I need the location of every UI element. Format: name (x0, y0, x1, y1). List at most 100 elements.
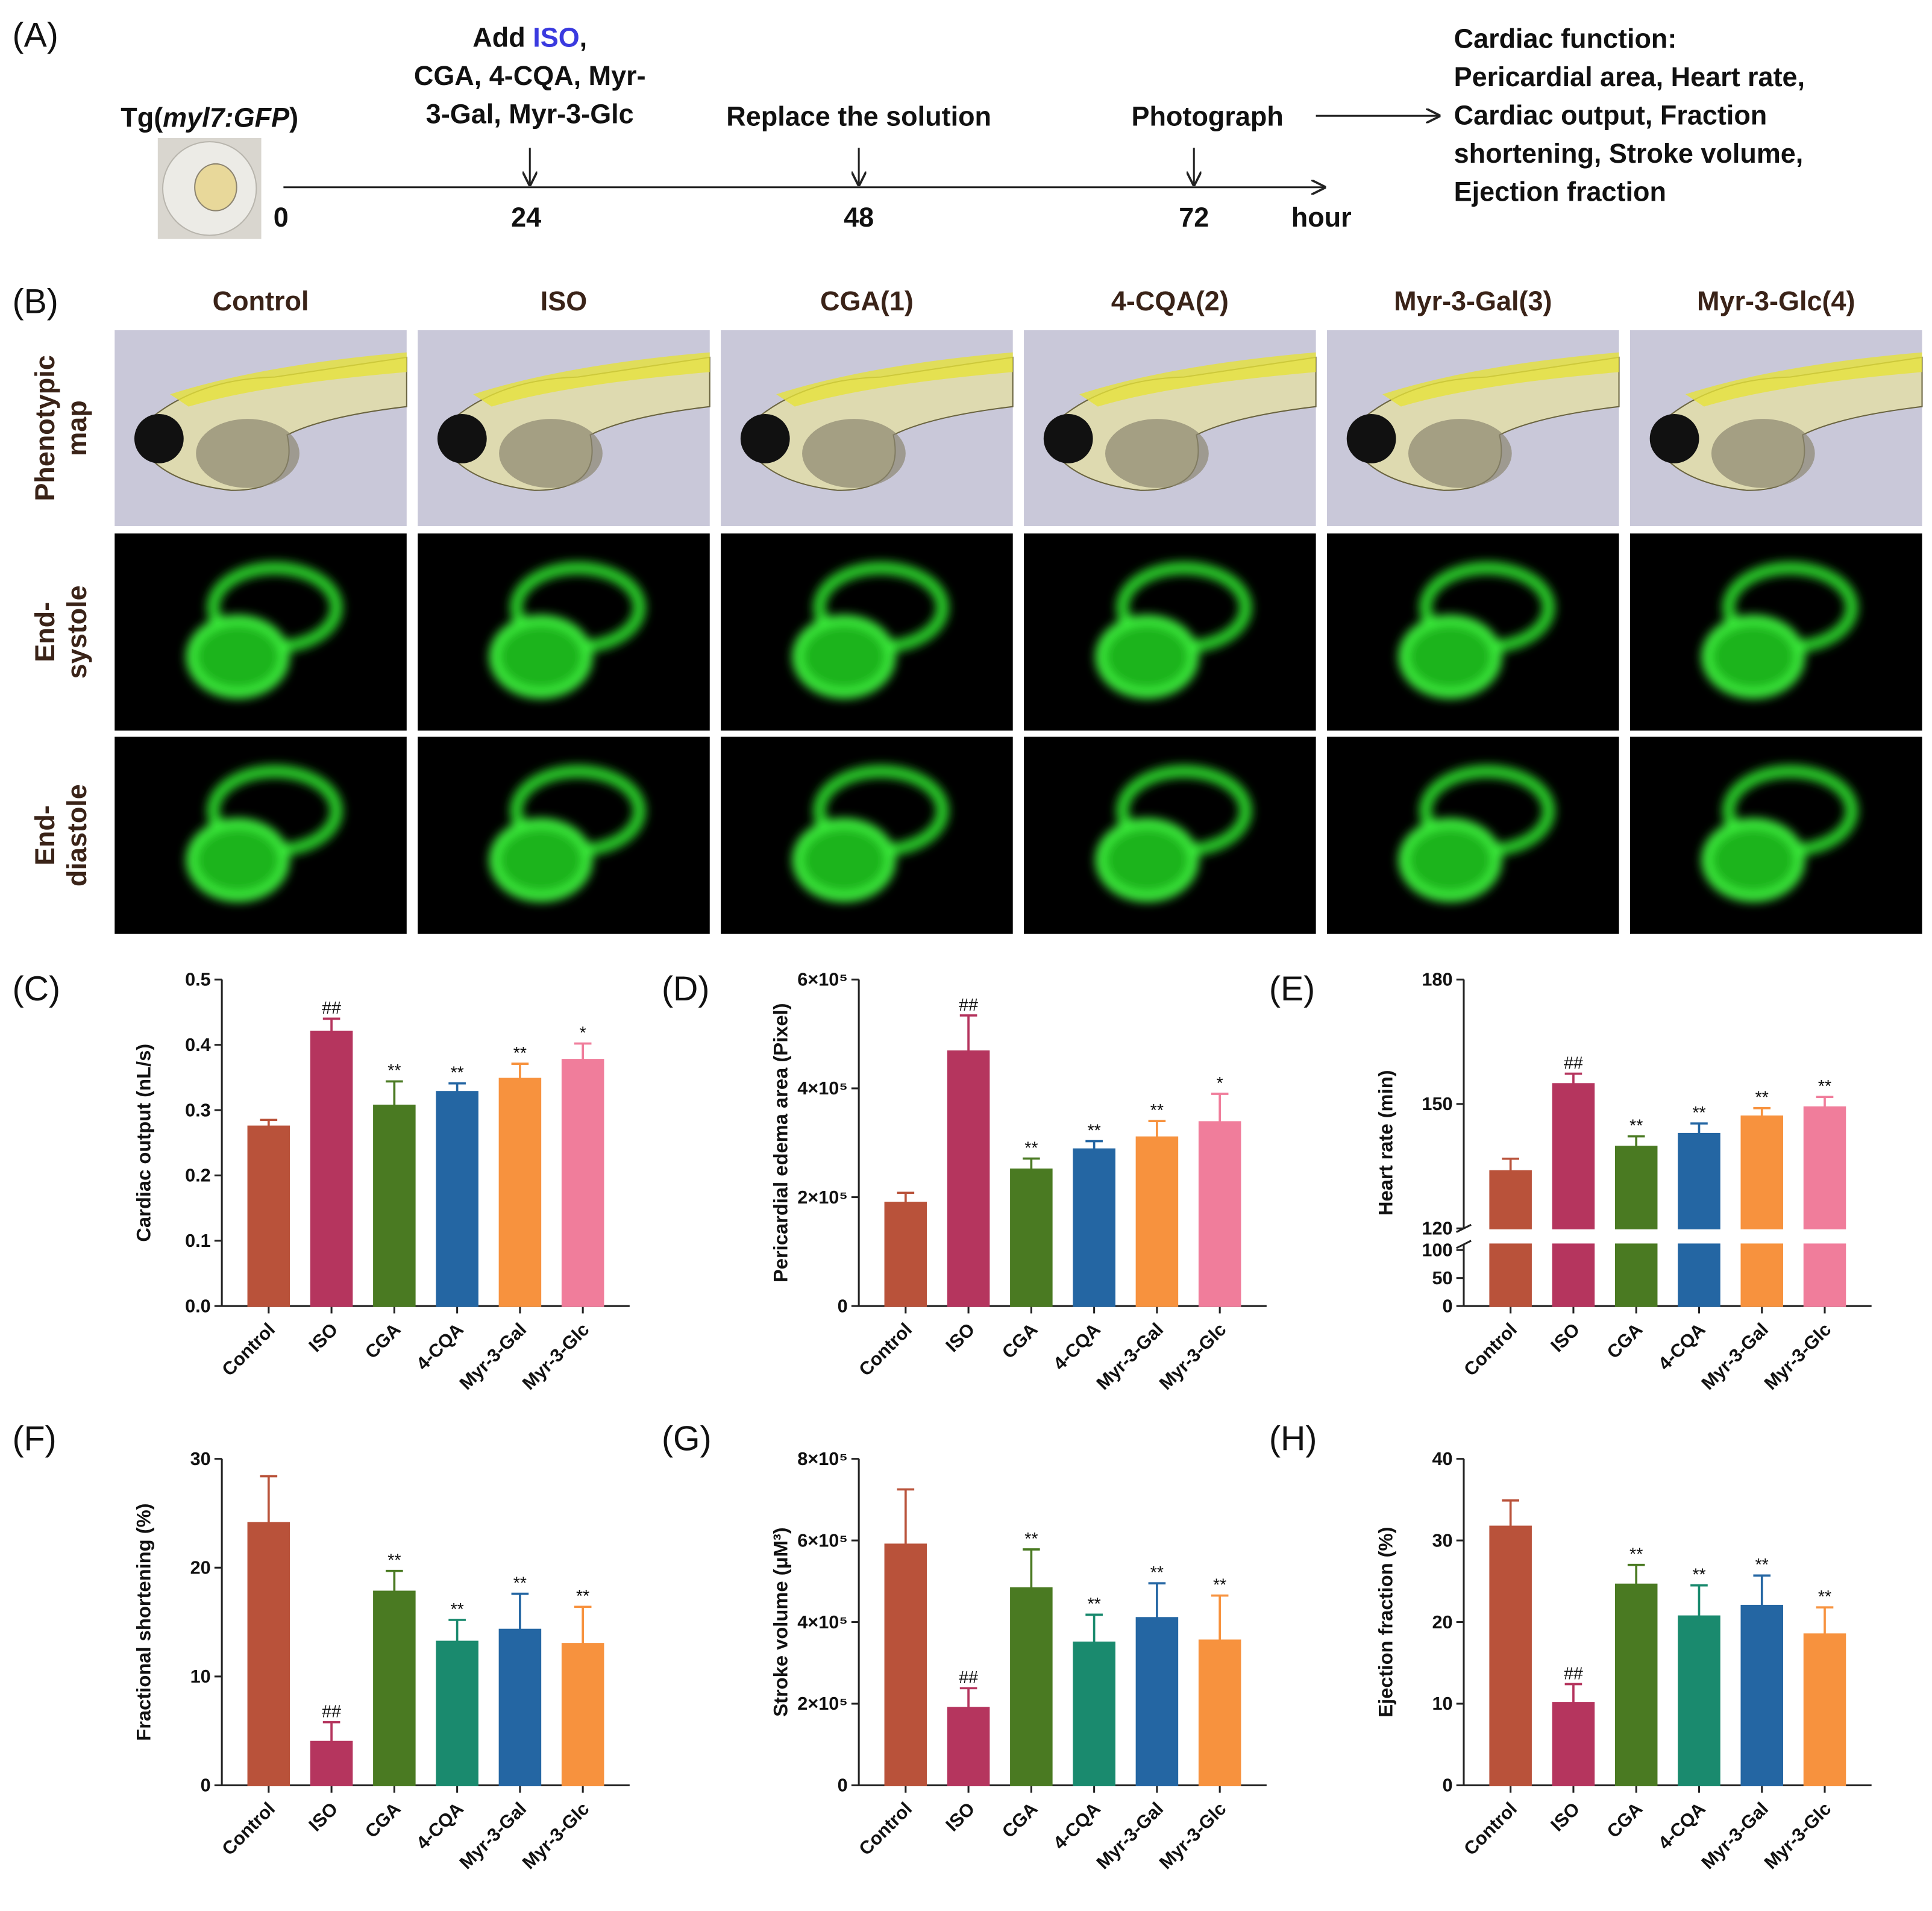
x-tick-label: Myr-3-Gal (1698, 1319, 1772, 1394)
error-bar (959, 1014, 977, 1052)
y-tick-label: 0.5 (185, 970, 211, 990)
x-tick-label: ISO (305, 1798, 342, 1835)
heart (1701, 765, 1858, 902)
x-tick-label: Control (855, 1319, 916, 1380)
x-tick-label: 4-CQA (412, 1798, 467, 1853)
fish-dorsal (1685, 352, 1922, 407)
error-bar (511, 1592, 529, 1630)
heart-ventricle (186, 615, 290, 699)
x-tick-label: CGA (361, 1319, 404, 1363)
bar (1552, 1083, 1595, 1229)
heart (1398, 562, 1555, 699)
heart (1095, 562, 1252, 699)
bar-chart: (C) 0.0 0.1 0.2 0.3 0.4 0.5 Cardiac output (nL/… (13, 970, 630, 1394)
x-tick-label: Control (1460, 1319, 1521, 1380)
bar (436, 1640, 478, 1786)
x-tick-label: Myr-3-Glc (518, 1319, 593, 1394)
significance-label: * (580, 1023, 586, 1043)
outcome-line: Cardiac output, Fraction (1454, 99, 1767, 130)
x-tick-label: CGA (361, 1798, 404, 1842)
bar (1073, 1148, 1115, 1307)
significance-label: ** (1150, 1101, 1164, 1120)
fish-eye (1043, 413, 1093, 463)
image-grid: Control ISO CGA(1) 4-CQA(2) Myr-3-Gal(3) Myr-… (30, 286, 1923, 934)
y-tick-label: 120 (1422, 1219, 1452, 1239)
y-tick-label: 50 (1432, 1268, 1452, 1288)
x-tick-label: ISO (305, 1319, 342, 1356)
panel-label: (B) (13, 282, 58, 321)
bar (947, 1707, 990, 1786)
error-bar (448, 1082, 466, 1092)
significance-label: ## (959, 1668, 978, 1687)
bar-lower (1803, 1243, 1846, 1307)
error-bar (1690, 1122, 1708, 1134)
error-bar (897, 1488, 915, 1545)
bar (1803, 1106, 1846, 1229)
y-tick-label: 0.4 (185, 1035, 211, 1055)
text: Tg( (121, 102, 163, 133)
heart-ventricle (1398, 615, 1502, 699)
x-tick-label: 4-CQA (412, 1319, 467, 1374)
significance-label: ** (1755, 1088, 1769, 1108)
fish-eye (1346, 413, 1396, 463)
significance-label: ** (513, 1044, 527, 1063)
step-text: CGA, 4-CQA, Myr- (414, 60, 646, 91)
fish-eye (134, 413, 184, 463)
panel-label: (F) (13, 1419, 57, 1458)
y-tick-label: 30 (190, 1449, 211, 1469)
step-text: 3-Gal, Myr-3-Glc (426, 98, 634, 129)
outcome-line: Cardiac function: (1454, 24, 1677, 54)
fish-yolk (499, 419, 603, 488)
y-axis-label: Stroke volume (μM³) (770, 1527, 792, 1716)
error-bar (1502, 1157, 1519, 1172)
error-bar (1753, 1574, 1771, 1606)
x-tick-label: Control (218, 1319, 279, 1380)
bar-chart: (F) 0 10 20 30 Fractional shortening (%) Contr… (13, 1419, 630, 1873)
row-label: End- (30, 602, 60, 662)
heart (489, 562, 646, 699)
error-bar (1085, 1140, 1103, 1150)
error-bar (1564, 1072, 1582, 1084)
bar-lower (1489, 1243, 1532, 1307)
fish-yolk (196, 419, 300, 488)
text: ) (289, 102, 298, 133)
bar-lower (1678, 1243, 1720, 1307)
step-text: Replace the solution (726, 101, 991, 132)
outcome-line: Ejection fraction (1454, 176, 1666, 207)
significance-label: ** (1755, 1555, 1769, 1575)
x-tick-label: Control (855, 1798, 916, 1859)
bar (436, 1091, 478, 1307)
error-bar (1627, 1135, 1645, 1147)
y-axis-label: Ejection fraction (%) (1374, 1527, 1396, 1717)
error-bar (260, 1119, 278, 1127)
y-tick-label: 0 (838, 1296, 848, 1316)
unit-label: hour (1291, 202, 1352, 233)
x-tick-label: Myr-3-Glc (518, 1798, 593, 1873)
significance-label: ** (1024, 1530, 1038, 1549)
error-bar (386, 1080, 403, 1106)
timeline-tick-label: 48 (844, 202, 874, 233)
bar (1198, 1121, 1241, 1307)
error-bar (1502, 1499, 1519, 1527)
heart-ventricle (792, 818, 896, 902)
error-bar (1753, 1106, 1771, 1117)
x-tick-label: CGA (1603, 1319, 1646, 1363)
y-tick-label: 0.0 (185, 1296, 211, 1316)
bar (1740, 1604, 1784, 1786)
text: myl7:GFP (163, 102, 290, 133)
y-tick-label: 8×10⁵ (797, 1449, 847, 1469)
y-axis-label: Heart rate (min) (1374, 1070, 1396, 1216)
fish-dorsal (473, 352, 710, 407)
timeline-tick-label: 0 (274, 202, 289, 233)
significance-label: ** (513, 1574, 527, 1593)
significance-label: ** (387, 1061, 401, 1081)
y-tick-label: 0 (1443, 1775, 1453, 1796)
fish-yolk (1408, 419, 1512, 488)
heart (1398, 765, 1555, 902)
text: ISO (533, 22, 579, 53)
heart-ventricle (489, 615, 593, 699)
bar (1803, 1633, 1846, 1786)
